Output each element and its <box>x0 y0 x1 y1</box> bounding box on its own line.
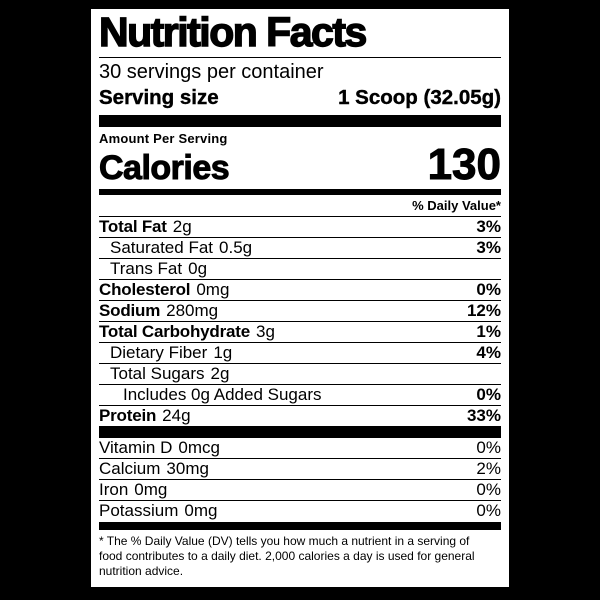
nutrient-name: Total Sugars <box>110 364 205 383</box>
serving-size-label: Serving size <box>99 85 219 109</box>
nutrient-daily-value: 12% <box>466 301 501 320</box>
serving-size-value: 1 Scoop (32.05g) <box>338 85 501 109</box>
nutrient-daily-value: 3% <box>476 217 501 236</box>
label-title: Nutrition Facts <box>98 10 501 58</box>
separator-bar-thick-top <box>99 114 501 127</box>
nutrient-name-amount: Saturated Fat 0.5g <box>110 238 252 257</box>
nutrition-facts-label: Nutrition Facts 30 servings per containe… <box>90 8 510 588</box>
nutrient-name-amount: Potassium 0mg <box>99 501 217 520</box>
nutrient-name-amount: Includes 0g Added Sugars <box>123 385 327 404</box>
nutrient-name-amount: Protein 24g <box>99 406 191 425</box>
row-saturated-fat: Saturated Fat 0.5g 3% <box>99 238 501 259</box>
nutrient-name-amount: Total Sugars 2g <box>110 364 229 383</box>
nutrient-name-amount: Cholesterol 0mg <box>99 280 229 299</box>
nutrient-name: Includes 0g Added Sugars <box>123 385 322 404</box>
nutrient-name: Vitamin D <box>99 438 173 457</box>
nutrient-daily-value: 0% <box>476 385 501 404</box>
nutrient-amount: 24g <box>162 406 191 425</box>
nutrient-name: Total Fat <box>99 217 167 236</box>
nutrient-name: Protein <box>99 406 157 425</box>
nutrient-amount: 0mg <box>196 280 230 299</box>
nutrient-daily-value: 3% <box>476 238 501 257</box>
row-iron: Iron 0mg 0% <box>99 480 501 501</box>
nutrient-name-amount: Dietary Fiber 1g <box>110 343 232 362</box>
nutrient-amount: 0mg <box>184 501 218 520</box>
row-sodium: Sodium 280mg 12% <box>99 301 501 322</box>
nutrient-name: Potassium <box>99 501 179 520</box>
micronutrient-rows: Vitamin D 0mcg 0% Calcium 30mg 2% Iron 0mg … <box>99 438 501 521</box>
serving-size-row: Serving size 1 Scoop (32.05g) <box>99 86 501 110</box>
nutrient-name: Trans Fat <box>110 259 183 278</box>
nutrient-daily-value: 2% <box>476 459 501 478</box>
row-trans-fat: Trans Fat 0g <box>99 259 501 280</box>
row-total-carbohydrate: Total Carbohydrate 3g 1% <box>99 322 501 343</box>
nutrient-name-amount: Total Carbohydrate 3g <box>99 322 275 341</box>
separator-bar-footnote <box>99 521 501 530</box>
row-total-fat: Total Fat 2g 3% <box>99 217 501 238</box>
nutrient-name-amount: Iron 0mg <box>99 480 167 499</box>
nutrient-daily-value: 4% <box>476 343 501 362</box>
nutrient-name-amount: Vitamin D 0mcg <box>99 438 220 457</box>
nutrient-amount: 0mg <box>134 480 168 499</box>
nutrient-amount: 30mg <box>166 459 209 478</box>
nutrient-amount: 0.5g <box>219 238 253 257</box>
row-calcium: Calcium 30mg 2% <box>99 459 501 480</box>
nutrient-daily-value: 0% <box>476 480 501 499</box>
calories-label: Calories <box>98 148 230 187</box>
row-total-sugars: Total Sugars 2g <box>99 364 501 385</box>
amount-per-serving-label: Amount Per Serving <box>99 130 228 146</box>
nutrient-name-amount: Calcium 30mg <box>99 459 209 478</box>
footnote-text: * The % Daily Value (DV) tells you how m… <box>99 533 475 579</box>
nutrient-amount: 3g <box>256 322 275 341</box>
nutrient-name-amount: Trans Fat 0g <box>110 259 207 278</box>
nutrient-name: Iron <box>99 480 129 499</box>
separator-bar-thick-bottom <box>99 425 501 438</box>
nutrient-amount: 2g <box>210 364 230 383</box>
nutrient-daily-value: 0% <box>476 501 501 520</box>
nutrient-name: Calcium <box>99 459 161 478</box>
nutrient-amount: 280mg <box>166 301 219 320</box>
nutrient-daily-value: 33% <box>466 406 501 425</box>
nutrient-amount: 0mcg <box>178 438 220 457</box>
daily-value-header: % Daily Value* <box>99 195 501 217</box>
nutrient-name: Dietary Fiber <box>110 343 208 362</box>
nutrient-name: Cholesterol <box>99 280 191 299</box>
servings-per-container: 30 servings per container <box>99 60 324 83</box>
row-dietary-fiber: Dietary Fiber 1g 4% <box>99 343 501 364</box>
nutrient-amount: 0g <box>188 259 208 278</box>
nutrient-name-amount: Sodium 280mg <box>99 301 218 320</box>
calories-row: Calories 130 <box>98 139 501 189</box>
nutrient-name: Total Carbohydrate <box>99 322 250 341</box>
row-cholesterol: Cholesterol 0mg 0% <box>99 280 501 301</box>
nutrient-name: Saturated Fat <box>110 238 214 257</box>
nutrient-name: Sodium <box>99 301 161 320</box>
nutrient-amount: 2g <box>172 217 192 236</box>
separator-bar-medium <box>99 188 501 195</box>
row-vitamin-d: Vitamin D 0mcg 0% <box>99 438 501 459</box>
nutrient-name-amount: Total Fat 2g <box>99 217 192 236</box>
row-protein: Protein 24g 33% <box>99 406 501 426</box>
nutrient-daily-value: 1% <box>476 322 501 341</box>
row-potassium: Potassium 0mg 0% <box>99 501 501 521</box>
row-includes-0g-added-sugars: Includes 0g Added Sugars 0% <box>99 385 501 406</box>
nutrient-rows: Total Fat 2g 3% Saturated Fat 0.5g 3% Tran… <box>99 217 501 426</box>
nutrient-amount: 1g <box>213 343 233 362</box>
nutrient-daily-value: 0% <box>476 438 501 457</box>
calories-value: 130 <box>427 139 501 189</box>
nutrient-daily-value: 0% <box>476 280 501 299</box>
